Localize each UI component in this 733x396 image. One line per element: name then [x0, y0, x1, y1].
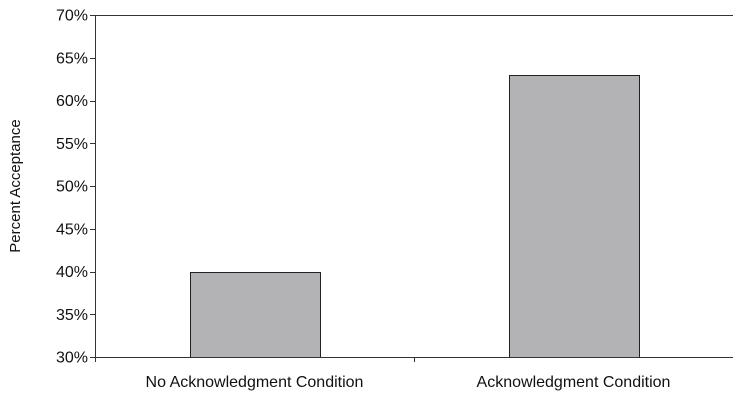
y-tick-label: 45% — [56, 221, 88, 238]
y-tick-label: 50% — [56, 179, 88, 196]
bar-2 — [509, 75, 640, 358]
x-ticks-group: No Acknowledgment Condition Acknowledgmen… — [95, 357, 671, 391]
bar-1 — [190, 272, 321, 358]
y-tick-label: 60% — [56, 93, 88, 110]
y-tick-label: 65% — [56, 50, 88, 67]
y-tick-label: 55% — [56, 136, 88, 153]
y-tick-label: 40% — [56, 264, 88, 281]
y-axis-title: Percent Acceptance — [7, 119, 24, 252]
bars-group — [190, 75, 640, 358]
y-tick-label: 30% — [56, 350, 88, 367]
x-tick-label: Acknowledgment Condition — [477, 374, 671, 391]
y-tick-label: 35% — [56, 307, 88, 324]
y-ticks-group: 30% 35% 40% 45% 50% 55% 60% 65% 70% — [56, 8, 95, 367]
plot-area: 30% 35% 40% 45% 50% 55% 60% 65% 70% No Acknowled… — [56, 8, 733, 391]
y-tick-label: 70% — [56, 8, 88, 25]
x-tick-label: No Acknowledgment Condition — [146, 374, 364, 391]
